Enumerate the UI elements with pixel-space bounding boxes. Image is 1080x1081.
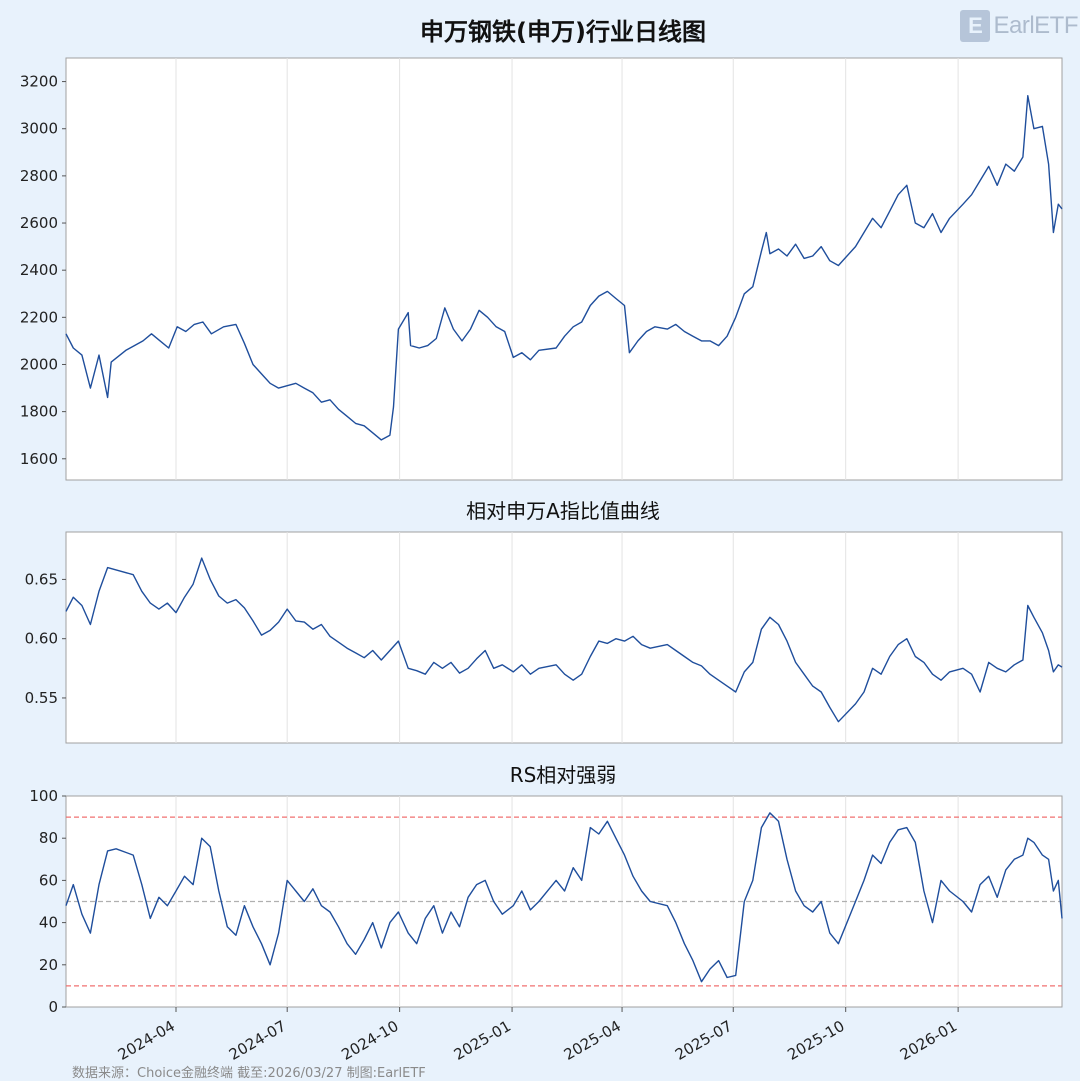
y-tick-label: 20 [39, 956, 58, 974]
x-tick-label: 2025-04 [561, 1017, 624, 1064]
y-tick-label: 2000 [20, 355, 58, 373]
y-tick-label: 80 [39, 829, 58, 847]
x-tick-label: 2024-04 [115, 1017, 178, 1064]
y-tick-label: 60 [39, 871, 58, 889]
y-tick-label: 0.60 [25, 630, 58, 648]
logo-mark-icon: E [960, 10, 991, 42]
series-line-3 [65, 812, 1063, 983]
y-tick-label: 1600 [20, 450, 58, 468]
chart-title-3: RS相对强弱 [510, 763, 617, 787]
data-source-note: 数据来源：Choice金融终端 截至:2026/03/27 制图:EarlETF [72, 1066, 426, 1081]
x-tick-label: 2025-01 [451, 1017, 514, 1064]
x-tick-label: 2025-10 [784, 1017, 847, 1064]
series-line-2 [65, 557, 1063, 723]
x-tick-label: 2024-10 [338, 1017, 401, 1064]
logo-text: EarlETF [993, 12, 1078, 39]
y-tick-label: 2400 [20, 261, 58, 279]
y-tick-label: 3200 [20, 73, 58, 91]
chart-title-1: 申万钢铁(申万)行业日线图 [420, 18, 706, 46]
x-tick-label: 2026-01 [897, 1017, 960, 1064]
y-tick-label: 0.55 [25, 689, 58, 707]
y-tick-label: 2800 [20, 167, 58, 185]
plot-area-2 [65, 531, 1063, 744]
chart-title-2: 相对申万A指比值曲线 [466, 499, 660, 523]
x-tick-label: 2024-07 [226, 1017, 289, 1064]
y-tick-label: 2600 [20, 214, 58, 232]
y-tick-label: 2200 [20, 308, 58, 326]
y-tick-label: 0.65 [25, 570, 58, 588]
series-line-1 [65, 94, 1063, 441]
y-tick-label: 40 [39, 914, 58, 932]
earletf-logo: E EarlETF [960, 10, 1078, 42]
y-tick-label: 0 [48, 998, 58, 1016]
y-tick-label: 3000 [20, 120, 58, 138]
y-tick-label: 1800 [20, 403, 58, 421]
x-tick-label: 2025-07 [672, 1017, 735, 1064]
y-tick-label: 100 [29, 787, 58, 805]
plot-area-1 [65, 57, 1063, 481]
